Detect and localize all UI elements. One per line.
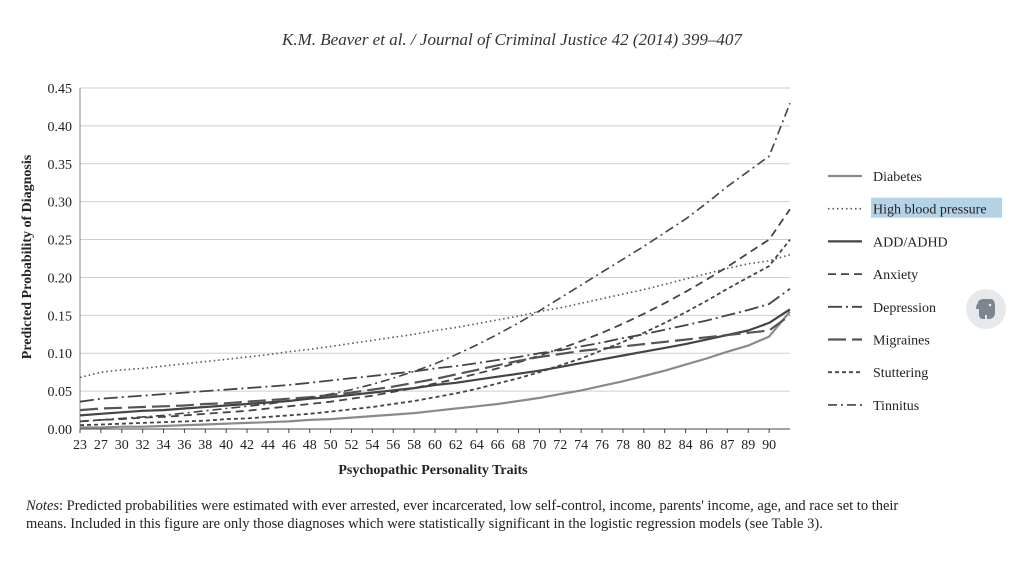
x-tick-label: 66 [491,438,505,453]
y-tick-label: 0.25 [48,234,73,249]
x-tick-label: 52 [344,438,358,453]
x-tick-label: 56 [386,438,400,453]
x-axis-label: Psychopathic Personality Traits [338,463,528,478]
x-tick-label: 54 [365,438,379,453]
line-chart: 0.00 0.05 0.10 0.15 0.20 0.25 0.30 0.35 0.40 0.45… [20,82,1002,478]
x-tick-label: 70 [532,438,546,453]
y-tick-label: 0.05 [48,385,73,400]
y-axis-ticks: 0.00 0.05 0.10 0.15 0.20 0.25 0.30 0.35 0.40 0.45 [48,82,73,438]
notes-lead: Notes [26,498,60,514]
legend-label-add-adhd: ADD/ADHD [873,235,948,250]
y-tick-label: 0.30 [48,196,73,211]
x-tick-label: 46 [282,438,296,453]
x-tick-label: 84 [679,438,693,453]
legend-label-migraines: Migraines [873,334,930,349]
x-tick-label: 64 [470,438,484,453]
x-tick-label: 44 [261,438,275,453]
x-tick-label: 38 [198,438,212,453]
journal-citation: K.M. Beaver et al. / Journal of Criminal… [282,30,742,49]
x-tick-label: 62 [449,438,463,453]
x-tick-label: 86 [699,438,713,453]
y-tick-label: 0.45 [48,82,73,97]
x-tick-label: 68 [512,438,526,453]
y-tick-label: 0.40 [48,120,73,135]
x-tick-label: 89 [741,438,755,453]
text-selection-highlight [871,197,1002,218]
evernote-elephant-icon[interactable] [966,289,1006,329]
x-tick-label: 87 [720,438,734,453]
y-tick-label: 0.35 [48,158,73,173]
x-tick-label: 76 [595,438,609,453]
y-tick-label: 0.20 [48,271,73,286]
x-tick-label: 32 [136,438,150,453]
x-tick-label: 34 [157,438,171,453]
x-tick-label: 78 [616,438,630,453]
x-tick-label: 40 [219,438,233,453]
legend-label-anxiety: Anxiety [873,268,918,283]
legend-label-depression: Depression [873,301,936,316]
y-axis-label: Predicted Probability of Diagnosis [20,154,35,359]
x-tick-label: 36 [177,438,191,453]
legend-label-high-blood-pressure: High blood pressure [873,203,987,218]
x-tick-label: 80 [637,438,651,453]
y-tick-label: 0.10 [48,347,73,362]
x-tick-label: 72 [553,438,567,453]
x-tick-label: 42 [240,438,254,453]
elephant-icon-glyph [976,299,995,319]
x-tick-label: 60 [428,438,442,453]
series-line-tinnitus [79,102,791,423]
series-line-add-adhd [79,308,791,417]
legend-label-stuttering: Stuttering [873,366,928,381]
figure-notes: Notes: Predicted probabilities were esti… [26,497,926,533]
y-tick-label: 0.15 [48,309,73,324]
series-line-stuttering [79,239,791,427]
legend: Diabetes High blood pressure ADD/ADHD Anxie… [828,170,1002,414]
series-line-anxiety [79,208,791,423]
x-tick-label: 58 [407,438,421,453]
x-tick-label: 50 [324,438,338,453]
y-tick-label: 0.00 [48,423,73,438]
x-tick-label: 90 [762,438,776,453]
x-tick-label: 27 [94,438,108,453]
series-line-high-blood-pressure [79,253,791,379]
x-tick-label: 82 [658,438,672,453]
legend-label-tinnitus: Tinnitus [873,399,919,414]
notes-text: : Predicted probabilities were estimated… [26,498,899,532]
x-tick-label: 23 [73,438,87,453]
x-axis-ticks: 23 27 30 32 34 36 38 40 42 44 46 48 50 52 54 56 58 60 62 64… [73,429,776,453]
x-tick-label: 74 [574,438,588,453]
legend-label-diabetes: Diabetes [873,170,922,185]
series-line-diabetes [80,310,791,429]
x-tick-label: 48 [303,438,317,453]
series-line-migraines [79,314,791,412]
x-tick-label: 30 [115,438,129,453]
series-lines [79,102,791,429]
gridlines [79,87,790,430]
